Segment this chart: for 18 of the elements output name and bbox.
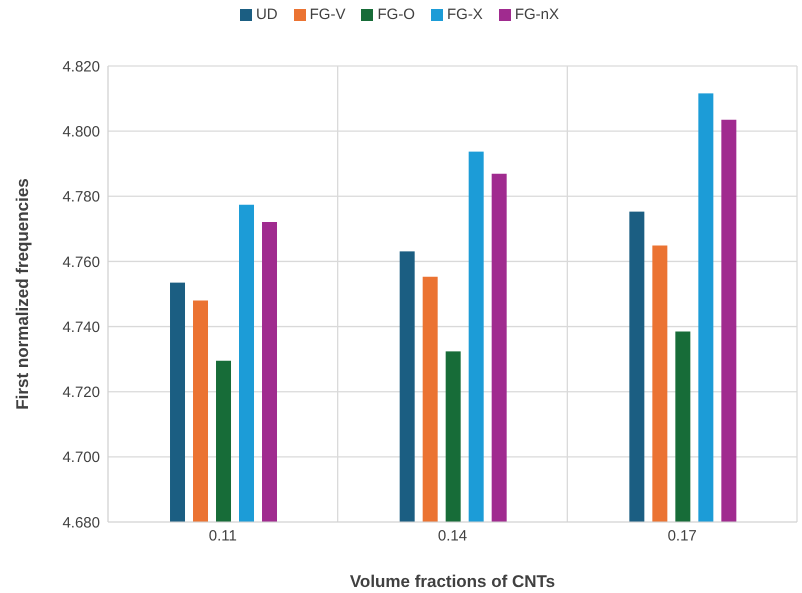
y-tick-label: 4.700 (62, 449, 100, 466)
y-tick-label: 4.740 (62, 318, 100, 336)
y-tick-label: 4.780 (62, 188, 100, 206)
x-tick-label: 0.14 (438, 528, 468, 545)
y-tick-label: 4.820 (62, 58, 100, 76)
legend-label: FG-O (377, 6, 415, 23)
x-tick-label: 0.17 (668, 528, 697, 545)
y-tick-label: 4.760 (62, 254, 100, 271)
legend-label: UD (256, 6, 278, 23)
y-tick-label: 4.720 (62, 384, 100, 402)
legend-label: FG-X (446, 6, 483, 23)
y-tick-label: 4.680 (62, 514, 100, 532)
x-tick-label: 0.11 (208, 528, 237, 545)
x-axis-title: Volume fractions of CNTs (350, 572, 556, 591)
legend-label: FG-V (310, 6, 346, 23)
y-axis-title: First normalized frequencies (13, 178, 32, 410)
legend-label: FG-nX (514, 6, 560, 23)
y-tick-label: 4.800 (62, 123, 100, 140)
